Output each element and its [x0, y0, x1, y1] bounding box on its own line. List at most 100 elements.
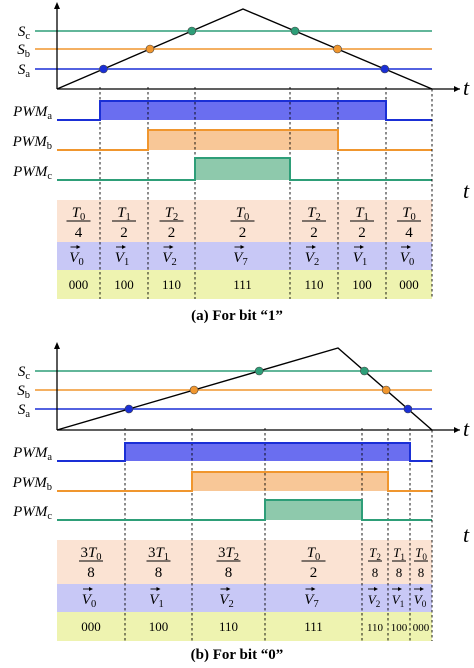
time-row-band [57, 540, 432, 584]
time-fraction-denominator: 2 [168, 225, 176, 241]
time-fraction-numerator: T2 [307, 205, 321, 223]
voltage-vector-label: V1 [353, 250, 367, 268]
level-b-label: Sb [17, 383, 30, 401]
voltage-vector-label: V7 [304, 592, 318, 610]
intersection-a-marker [124, 404, 134, 414]
time-fraction-denominator: 4 [75, 225, 83, 241]
pwm-b-label: PWMb [12, 134, 52, 152]
level-a-label: Sa [18, 62, 31, 80]
switch-state-code: 100 [352, 277, 372, 292]
vector-arrow-head [374, 587, 378, 591]
pwm-b-waveform [57, 471, 432, 492]
panel-caption: (b) For bit “0” [191, 647, 284, 663]
time-fraction-numerator: 3T0 [80, 545, 101, 563]
voltage-vector-label: V2 [219, 592, 233, 610]
intersection-a-marker [380, 64, 390, 74]
switch-state-code: 110 [367, 622, 384, 634]
time-fraction-numerator: T0 [415, 545, 427, 562]
voltage-vector-label: V0 [414, 592, 427, 609]
voltage-vector-label: V1 [392, 592, 405, 609]
pwm-t-label: t [463, 522, 470, 547]
voltage-vector-label: V2 [305, 250, 319, 268]
voltage-vector-label: V0 [82, 592, 96, 610]
carrier-t-label: t [463, 75, 470, 100]
code-row-band [57, 270, 432, 299]
switch-state-code: 000 [399, 277, 419, 292]
voltage-vector-label: V2 [368, 592, 381, 609]
pwm-b-label: PWMb [12, 475, 52, 493]
intersection-b-marker [145, 44, 155, 54]
time-fraction-denominator: 8 [87, 565, 95, 581]
panel-caption: (a) For bit “1” [191, 308, 283, 324]
time-fraction-numerator: 3T1 [148, 545, 169, 563]
voltage-vector-label: V1 [149, 592, 163, 610]
vector-arrow-head [312, 245, 316, 249]
time-fraction-denominator: 2 [310, 225, 318, 241]
time-fraction-denominator: 4 [405, 225, 413, 241]
carrier-t-label: t [463, 416, 470, 441]
vector-arrow-head [311, 587, 316, 591]
pwm-a-pulse [125, 443, 410, 461]
time-fraction-numerator: T1 [355, 205, 369, 223]
intersection-b-marker [333, 44, 342, 54]
pwm-b-waveform [57, 129, 432, 151]
time-fraction-numerator: T2 [165, 205, 179, 223]
time-fraction-numerator: T0 [307, 545, 321, 563]
voltage-vector-label: V7 [233, 250, 247, 268]
pwm-a-label: PWMa [12, 445, 52, 463]
time-fraction-denominator: 8 [396, 565, 403, 580]
time-fraction-denominator: 2 [310, 565, 318, 581]
time-fraction-denominator: 2 [358, 225, 366, 241]
pwm-t-label: t [463, 178, 470, 203]
triangle-carrier [56, 8, 433, 90]
voltage-vector-label: V0 [400, 250, 414, 268]
pwm-a-waveform [57, 100, 432, 121]
switch-state-code: 111 [304, 619, 323, 634]
switch-state-code: 110 [219, 619, 238, 634]
vertical-axis-arrow [54, 2, 60, 9]
time-fraction-numerator: T0 [236, 205, 250, 223]
vector-arrow-head [169, 245, 174, 249]
switch-state-code: 110 [162, 277, 181, 292]
switch-state-code: 000 [81, 619, 101, 634]
pwm-c-waveform [57, 499, 432, 521]
voltage-vector-label: V2 [162, 250, 176, 268]
vector-arrow-head [122, 245, 126, 249]
time-axis-arrow [454, 427, 460, 433]
time-fraction-denominator: 8 [372, 565, 379, 580]
pwm-a-pulse [100, 101, 386, 120]
pwm-b-pulse [148, 130, 338, 150]
voltage-vector-label: V1 [115, 250, 129, 268]
level-b-label: Sb [17, 42, 30, 60]
time-axis-arrow [454, 86, 460, 92]
switch-state-code: 111 [233, 277, 252, 292]
code-row-band [57, 612, 432, 641]
time-fraction-numerator: T1 [117, 205, 131, 223]
switch-state-code: 000 [413, 622, 430, 634]
intersection-a-marker [99, 64, 108, 74]
level-c-label: Sc [18, 364, 31, 382]
vertical-axis-arrow [54, 342, 60, 349]
pwm-c-pulse [195, 158, 290, 180]
time-fraction-denominator: 2 [120, 225, 128, 241]
vector-arrow-head [420, 587, 424, 591]
time-fraction-numerator: 3T2 [218, 545, 239, 563]
triangle-carrier [56, 347, 433, 431]
vector-arrow-head [76, 245, 81, 249]
intersection-b-marker [189, 385, 199, 395]
pwm-a-waveform [57, 442, 432, 462]
time-fraction-denominator: 8 [225, 565, 233, 581]
switch-state-code: 100 [391, 622, 408, 634]
switch-state-code: 110 [304, 277, 323, 292]
pwm-c-label: PWMc [12, 164, 52, 182]
level-a-label: Sa [18, 402, 31, 420]
intersection-a-marker [403, 404, 413, 414]
pwm-b-pulse [192, 472, 388, 491]
switch-state-code: 100 [114, 277, 134, 292]
vector-arrow-head [226, 587, 231, 591]
time-fraction-numerator: T2 [369, 545, 381, 562]
time-fraction-denominator: 8 [418, 565, 425, 580]
pwm-c-waveform [57, 157, 432, 181]
